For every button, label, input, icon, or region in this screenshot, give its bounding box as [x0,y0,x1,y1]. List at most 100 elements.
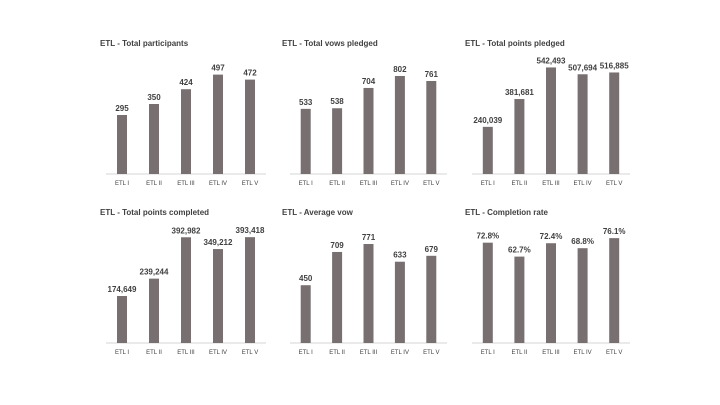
bar [117,115,127,174]
bar [332,108,343,174]
bar [546,67,556,174]
chart-panel-completion-rate: ETL - Completion rate 72.8% ETL I 62.7% ETL… [465,208,630,356]
bar [300,285,311,343]
data-label: 174,649 [108,285,137,294]
data-label: 68.8% [571,237,594,246]
bar [394,75,405,174]
data-label: 76.1% [603,227,626,236]
bar [577,248,588,343]
x-tick-label: ETL V [423,350,439,356]
chart-title: ETL - Total points pledged [465,39,565,48]
data-label: 72.8% [476,232,499,241]
bar [213,249,223,343]
chart-title: ETL - Total vows pledged [282,39,378,48]
x-tick-label: ETL I [481,181,495,187]
x-tick-label: ETL III [177,181,195,187]
x-tick-label: ETL III [360,181,378,187]
x-tick-label: ETL II [329,181,345,187]
chart-title: ETL - Total points completed [100,208,209,217]
data-label: 62.7% [508,246,531,255]
data-label: 424 [179,78,193,87]
bar [149,104,159,174]
bar [426,80,437,174]
chart-panel-total-vows-pledged: ETL - Total vows pledged 533 ETL I 538 ETL … [282,39,447,187]
data-label: 350 [147,93,161,102]
data-label: 507,694 [568,63,597,72]
data-label: 802 [393,65,407,74]
bar [363,243,374,343]
x-tick-label: ETL IV [391,181,409,187]
x-tick-label: ETL V [606,350,622,356]
data-label: 516,885 [600,61,629,70]
bar [245,79,255,174]
data-label: 679 [425,245,439,254]
x-tick-label: ETL I [299,350,313,356]
data-label: 72.4% [540,232,563,241]
bar [181,89,191,174]
bar [332,251,343,343]
bar [300,108,311,174]
x-tick-label: ETL I [299,181,313,187]
x-tick-label: ETL II [146,350,162,356]
x-tick-label: ETL IV [209,350,227,356]
chart-title: ETL - Completion rate [465,208,549,217]
x-tick-label: ETL II [329,350,345,356]
x-tick-label: ETL IV [574,181,592,187]
bar [181,237,191,343]
bar [609,72,620,174]
chart-panel-total-points-completed: ETL - Total points completed 174,649 ETL … [100,208,266,356]
data-label: 240,039 [473,116,502,125]
chart-title: ETL - Average vow [282,208,354,217]
bar [213,74,223,174]
data-label: 349,212 [204,238,233,247]
bar [482,126,493,174]
x-tick-label: ETL I [481,350,495,356]
x-tick-label: ETL II [512,181,528,187]
data-label: 392,982 [172,226,201,235]
bar [514,256,525,343]
x-tick-label: ETL III [177,350,195,356]
x-tick-label: ETL V [606,181,622,187]
x-tick-label: ETL V [242,350,258,356]
x-tick-label: ETL II [146,181,162,187]
bar [394,261,405,343]
chart-title: ETL - Total participants [100,39,189,48]
chart-panel-total-participants: ETL - Total participants 295 ETL I 350 ETL … [100,39,266,187]
chart-panel-total-points-pledged: ETL - Total points pledged 240,039 ETL I 3… [465,39,630,187]
data-label: 393,418 [236,226,265,235]
x-tick-label: ETL IV [209,181,227,187]
data-label: 538 [330,97,344,106]
x-tick-label: ETL V [423,181,439,187]
data-label: 472 [243,69,257,78]
x-tick-label: ETL IV [391,350,409,356]
bar [482,242,493,343]
data-label: 381,681 [505,88,534,97]
data-label: 542,493 [537,56,566,65]
bar [426,255,437,343]
data-label: 497 [211,64,225,73]
data-label: 239,244 [140,268,169,277]
x-tick-label: ETL V [242,181,258,187]
bar [245,237,255,343]
bar [546,243,556,343]
x-tick-label: ETL IV [574,350,592,356]
data-label: 704 [362,77,376,86]
x-tick-label: ETL I [115,181,129,187]
x-tick-label: ETL III [542,181,560,187]
data-label: 450 [299,274,313,283]
bar [363,87,374,174]
bar [577,74,588,174]
x-tick-label: ETL III [360,350,378,356]
data-label: 533 [299,98,313,107]
bar [117,296,127,343]
data-label: 761 [425,70,439,79]
data-label: 709 [330,241,344,250]
data-label: 771 [362,233,376,242]
data-label: 295 [115,104,129,113]
bar [609,238,620,343]
x-tick-label: ETL I [115,350,129,356]
chart-panel-average-vow: ETL - Average vow 450 ETL I 709 ETL II 771 ET… [282,208,447,356]
x-tick-label: ETL III [542,350,560,356]
data-label: 633 [393,251,407,260]
